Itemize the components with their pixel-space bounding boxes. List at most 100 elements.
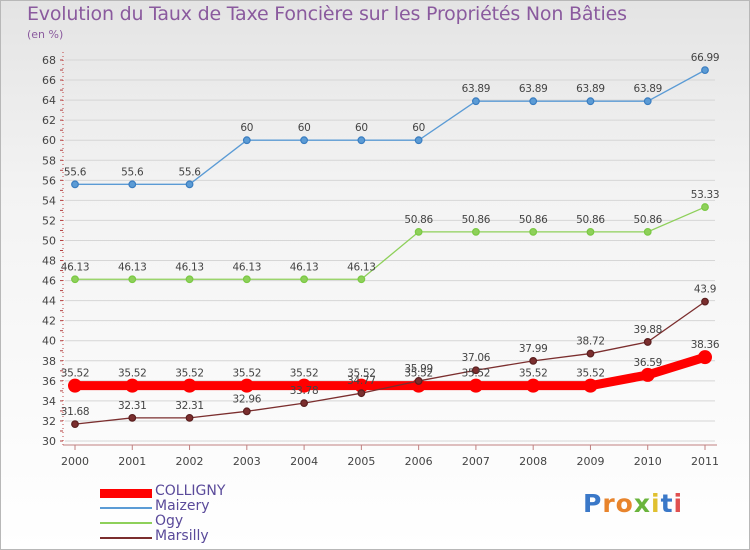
data-label-marsilly: 35.99 xyxy=(404,363,433,375)
data-point-colligny xyxy=(68,378,82,393)
y-tick-label: 62 xyxy=(42,114,56,127)
y-tick-label: 68 xyxy=(42,54,56,67)
logo-letter: i xyxy=(651,489,661,518)
data-label-ogy: 46.13 xyxy=(118,261,147,273)
data-label-marsilly: 43.9 xyxy=(694,284,716,296)
data-point-marsilly xyxy=(414,377,423,385)
x-tick-label: 2011 xyxy=(691,455,719,468)
data-point-marsilly xyxy=(71,420,79,429)
data-label-marsilly: 39.88 xyxy=(633,324,662,336)
y-tick-label: 66 xyxy=(42,74,56,87)
data-label-maizery: 60 xyxy=(355,122,368,134)
data-point-ogy xyxy=(701,203,709,211)
data-label-ogy: 46.13 xyxy=(290,261,319,273)
data-point-ogy xyxy=(643,227,652,236)
data-point-maizery xyxy=(529,97,538,106)
y-tick-label: 30 xyxy=(42,435,56,448)
y-axis-unit: (en %) xyxy=(27,28,64,41)
data-point-colligny xyxy=(182,378,197,393)
data-label-colligny: 35.52 xyxy=(175,368,204,380)
x-tick-label: 2004 xyxy=(290,455,318,468)
legend-label: Maizery xyxy=(155,498,210,514)
data-label-ogy: 46.13 xyxy=(61,261,90,273)
legend-label: COLLIGNY xyxy=(155,483,226,499)
data-point-colligny xyxy=(583,378,598,393)
y-tick-label: 40 xyxy=(42,335,56,348)
data-point-marsilly xyxy=(643,338,652,346)
data-label-ogy: 46.13 xyxy=(233,261,262,273)
data-point-marsilly xyxy=(242,407,251,416)
proxiti-logo: Proxiti xyxy=(583,489,683,518)
logo-letter: t xyxy=(660,489,674,518)
y-tick-label: 64 xyxy=(42,94,56,107)
x-tick-label: 2000 xyxy=(61,455,89,468)
data-point-maizery xyxy=(128,180,137,189)
x-tick-label: 2002 xyxy=(176,455,204,468)
data-label-ogy: 50.86 xyxy=(633,214,662,226)
data-point-ogy xyxy=(529,227,538,236)
series-line-ogy xyxy=(75,206,706,280)
data-point-marsilly xyxy=(128,413,137,422)
data-label-ogy: 50.86 xyxy=(576,214,605,226)
data-point-colligny xyxy=(640,367,655,382)
series-lines xyxy=(68,66,712,429)
data-label-maizery: 60 xyxy=(298,122,311,134)
data-label-marsilly: 37.99 xyxy=(519,343,548,355)
logo-letter: i xyxy=(673,489,684,518)
data-label-colligny: 38.36 xyxy=(691,339,720,351)
legend-swatch xyxy=(100,522,152,524)
y-tick-label: 52 xyxy=(42,214,56,227)
x-tick-label: 2006 xyxy=(405,455,433,468)
y-tick-label: 44 xyxy=(42,295,56,308)
logo-letter: r xyxy=(602,489,616,518)
data-label-marsilly: 34.77 xyxy=(347,375,376,387)
data-point-ogy xyxy=(586,227,595,236)
data-point-ogy xyxy=(242,275,251,284)
data-label-marsilly: 33.78 xyxy=(290,385,319,397)
data-point-ogy xyxy=(414,227,423,236)
legend-label: Ogy xyxy=(155,513,184,529)
data-point-ogy xyxy=(472,227,480,236)
data-label-maizery: 55.6 xyxy=(64,166,87,178)
data-label-marsilly: 38.72 xyxy=(576,336,605,348)
y-tick-label: 48 xyxy=(42,255,56,268)
y-tick-label: 50 xyxy=(42,234,56,247)
x-tick-label: 2005 xyxy=(347,455,375,468)
data-label-marsilly: 31.68 xyxy=(61,406,90,418)
data-label-maizery: 63.89 xyxy=(519,83,548,95)
series-line-colligny xyxy=(70,352,710,391)
legend-swatch xyxy=(100,489,152,498)
y-tick-label: 46 xyxy=(42,275,56,288)
data-point-colligny xyxy=(526,378,541,393)
data-label-colligny: 35.52 xyxy=(118,368,147,380)
data-label-maizery: 63.89 xyxy=(462,83,491,95)
data-point-maizery xyxy=(185,180,194,189)
data-label-maizery: 55.6 xyxy=(121,166,144,178)
data-point-marsilly xyxy=(300,399,308,408)
grid xyxy=(65,59,715,442)
data-point-maizery xyxy=(701,66,709,75)
y-tick-label: 58 xyxy=(42,154,56,167)
y-tick-label: 34 xyxy=(42,395,56,408)
data-point-maizery xyxy=(242,136,251,145)
y-tick-label: 54 xyxy=(42,194,56,207)
x-tick-label: 2009 xyxy=(576,455,604,468)
data-label-ogy: 50.86 xyxy=(519,214,548,226)
data-point-marsilly xyxy=(357,389,366,398)
data-label-colligny: 35.52 xyxy=(519,368,548,380)
data-point-colligny xyxy=(125,378,140,393)
data-point-maizery xyxy=(300,136,308,145)
x-tick-label: 2010 xyxy=(634,455,662,468)
legend-label: Marsilly xyxy=(155,528,209,544)
x-tick-label: 2007 xyxy=(462,455,490,468)
y-tick-label: 32 xyxy=(42,415,56,428)
data-point-maizery xyxy=(71,180,79,189)
data-label-colligny: 35.52 xyxy=(61,368,90,380)
data-label-colligny: 35.52 xyxy=(290,368,319,380)
data-label-colligny: 35.52 xyxy=(404,368,433,380)
series-line-marsilly xyxy=(74,301,706,425)
data-point-colligny xyxy=(239,378,254,393)
data-point-maizery xyxy=(357,136,366,145)
